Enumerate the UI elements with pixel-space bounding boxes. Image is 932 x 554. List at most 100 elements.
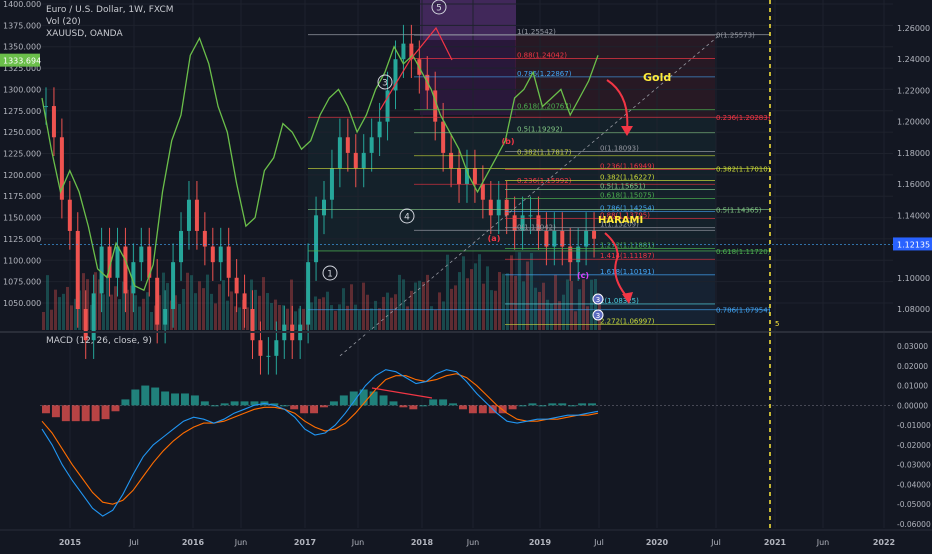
- macd-axis-tick: -0.01000: [897, 421, 931, 430]
- volume-bar: [330, 305, 333, 330]
- volume-bar: [178, 303, 181, 330]
- volume-bar: [270, 303, 273, 330]
- volume-bar: [426, 274, 429, 330]
- macd-histogram-bar: [61, 405, 70, 422]
- volume-bar: [562, 294, 565, 330]
- harami-arrow: [604, 232, 629, 299]
- fib-label: 0.382(1.16227): [600, 174, 655, 182]
- volume-bar: [406, 306, 409, 330]
- volume-bar: [142, 298, 145, 330]
- macd-histogram-bar: [419, 405, 428, 407]
- right-axis-tick: 1.08000: [897, 305, 930, 314]
- macd-histogram-bar: [51, 405, 60, 418]
- right-axis-tick: 1.16000: [897, 180, 930, 189]
- candle-body: [274, 340, 279, 356]
- volume-bar: [246, 307, 249, 330]
- candle-body: [512, 215, 517, 231]
- volume-bar: [206, 274, 209, 330]
- volume-bar: [286, 308, 289, 330]
- volume-bar: [42, 312, 45, 330]
- wave-5-label-circle: [431, 0, 447, 15]
- candle-body: [226, 246, 231, 278]
- volume-bar: [214, 303, 217, 330]
- candle-body: [576, 246, 581, 263]
- macd-histogram-bar: [270, 403, 279, 406]
- volume-bar: [194, 293, 197, 330]
- macd-title: MACD (12, 26, close, 9): [46, 336, 152, 346]
- volume-bar: [230, 291, 233, 330]
- volume-bar: [146, 292, 149, 330]
- macd-histogram-bar: [349, 391, 358, 406]
- volume-bar: [574, 311, 577, 330]
- candle-body: [67, 199, 72, 231]
- volume-bar: [334, 310, 337, 330]
- macd-histogram-bar: [230, 401, 239, 406]
- volume-bar: [58, 297, 61, 330]
- left-axis-tick: 1350.000: [3, 43, 41, 52]
- macd-histogram-bar: [151, 387, 160, 406]
- trend-line-dashed: [339, 34, 721, 357]
- x-axis-tick: 2018: [411, 538, 434, 547]
- volume-bar: [374, 300, 377, 330]
- left-axis-tick: 1050.000: [3, 299, 41, 308]
- candle-body: [218, 246, 223, 263]
- volume-bar: [298, 308, 301, 330]
- candle-body: [345, 137, 350, 153]
- harami-arrow-head: [622, 292, 633, 304]
- macd-histogram-bar: [329, 401, 338, 406]
- fib-label: 0.5(1.15651): [600, 183, 646, 191]
- x-axis-tick: 2020: [646, 538, 669, 547]
- volume-bar: [338, 304, 341, 330]
- fib-label: 1.618(1.10191): [600, 268, 655, 276]
- candle-body: [171, 262, 176, 309]
- volume-bar: [370, 308, 373, 330]
- left-axis-tick: 1175.000: [3, 192, 41, 201]
- macd-histogram-bar: [379, 395, 388, 406]
- wave-1-label: 1: [327, 270, 333, 280]
- volume-bar: [342, 288, 345, 330]
- fib-label: 1(1.13209): [600, 221, 639, 229]
- macd-histogram-bar: [389, 401, 398, 406]
- volume-bar: [362, 282, 365, 330]
- volume-bar: [498, 272, 501, 330]
- volume-bar: [430, 306, 433, 330]
- candle-body: [568, 246, 573, 263]
- volume-bar: [98, 279, 101, 330]
- macd-histogram-bar: [81, 405, 90, 422]
- volume-bar: [322, 297, 325, 330]
- macd-histogram-bar: [111, 405, 120, 412]
- fib-zone-top: [515, 35, 715, 118]
- volume-bar: [590, 279, 593, 330]
- volume-bar: [254, 289, 257, 330]
- left-axis-tick: 1300.000: [3, 85, 41, 94]
- volume-bar: [550, 303, 553, 330]
- volume-bar: [542, 282, 545, 330]
- volume-bar: [274, 299, 277, 330]
- gold-arrow-head: [621, 126, 633, 136]
- macd-axis-tick: -0.02000: [897, 441, 931, 450]
- volume-bar: [170, 300, 173, 330]
- macd-histogram-bar: [161, 391, 170, 406]
- volume-bar: [74, 298, 77, 330]
- volume-bar: [358, 310, 361, 330]
- x-axis-tick: Jul: [710, 538, 721, 547]
- volume-bar: [478, 254, 481, 330]
- macd-histogram-bar: [131, 389, 140, 406]
- candle-body: [44, 106, 48, 108]
- volume-bar: [514, 275, 517, 330]
- right-axis-tick: 1.22000: [897, 86, 930, 95]
- volume-bar: [366, 294, 369, 330]
- macd-histogram-bar: [250, 401, 259, 406]
- candle-body: [377, 121, 382, 138]
- volume-bar: [114, 286, 117, 330]
- volume-bar: [210, 293, 213, 330]
- candle-body: [433, 90, 438, 122]
- candle-body: [457, 168, 462, 185]
- fib-label: 0.618(1.20767): [517, 103, 572, 111]
- macd-histogram-bar: [310, 405, 319, 414]
- candle-body: [544, 230, 549, 247]
- candle-body: [131, 262, 136, 294]
- volume-bar: [438, 292, 441, 330]
- macd-histogram-bar: [568, 405, 577, 407]
